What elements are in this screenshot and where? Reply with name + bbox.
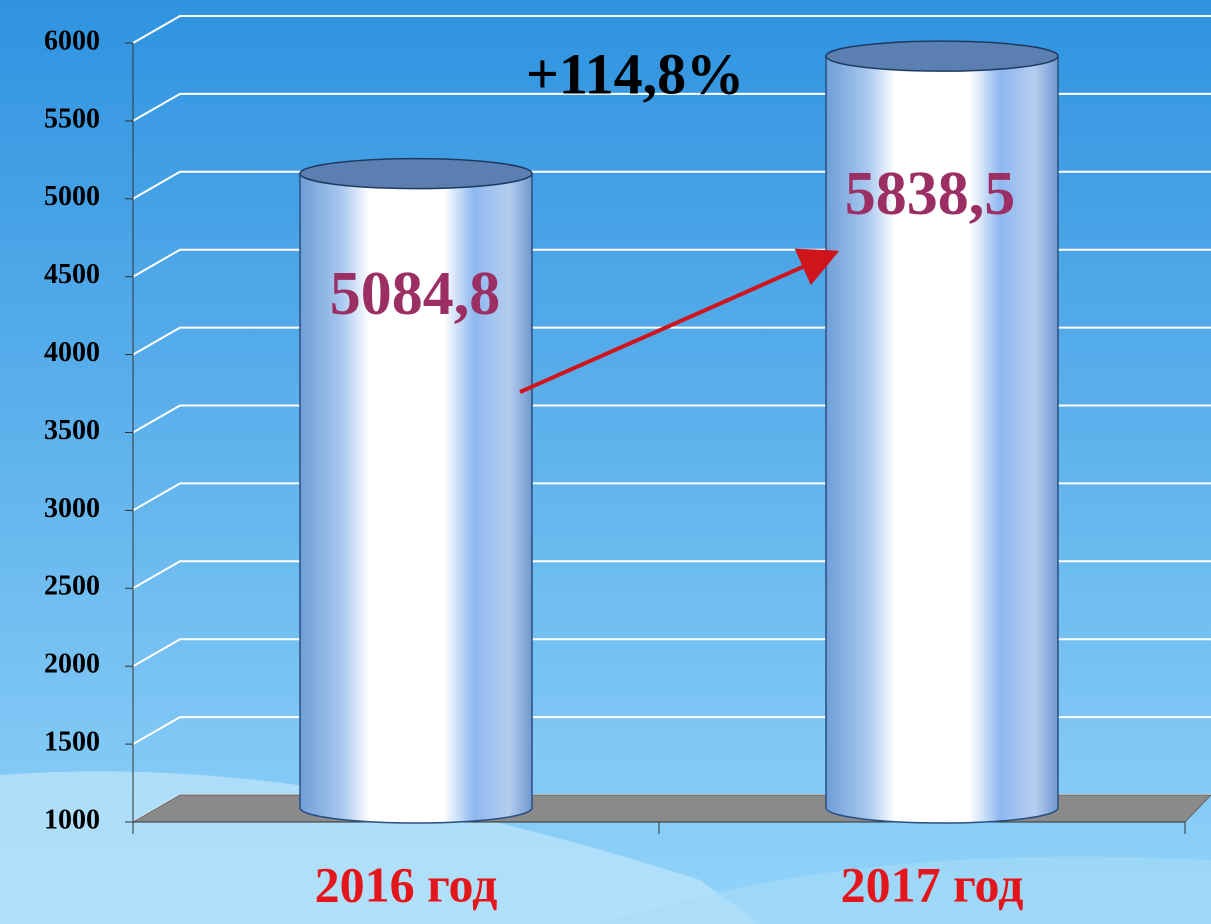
wave — [600, 856, 1211, 924]
growth-arrow — [519, 248, 840, 394]
value-label: 5084,8 — [330, 260, 501, 328]
cylinder-top — [299, 157, 533, 190]
cylinder-top — [825, 40, 1059, 72]
y-tick-label: 3000 — [44, 493, 100, 524]
x-tick-label: 2017 год — [841, 856, 1024, 912]
cylinder-body — [825, 55, 1059, 824]
y-tick-label: 5500 — [44, 103, 100, 134]
y-tick-label: 4500 — [44, 259, 100, 290]
y-tick-label: 5000 — [44, 181, 100, 212]
x-tick-label: 2016 год — [315, 856, 498, 912]
y-tick-label: 6000 — [44, 25, 100, 56]
y-tick-label: 1500 — [44, 727, 100, 758]
grid-line — [132, 15, 1211, 44]
y-tick-label: 4000 — [44, 337, 100, 368]
annotation: +114,8% — [526, 41, 744, 106]
value-label: 5838,5 — [845, 160, 1016, 228]
cylinder-body — [299, 172, 533, 824]
y-tick-label: 1000 — [44, 804, 100, 835]
y-tick-label: 2500 — [44, 571, 100, 602]
y-tick-label: 3500 — [44, 415, 100, 446]
y-tick-label: 2000 — [44, 649, 100, 680]
